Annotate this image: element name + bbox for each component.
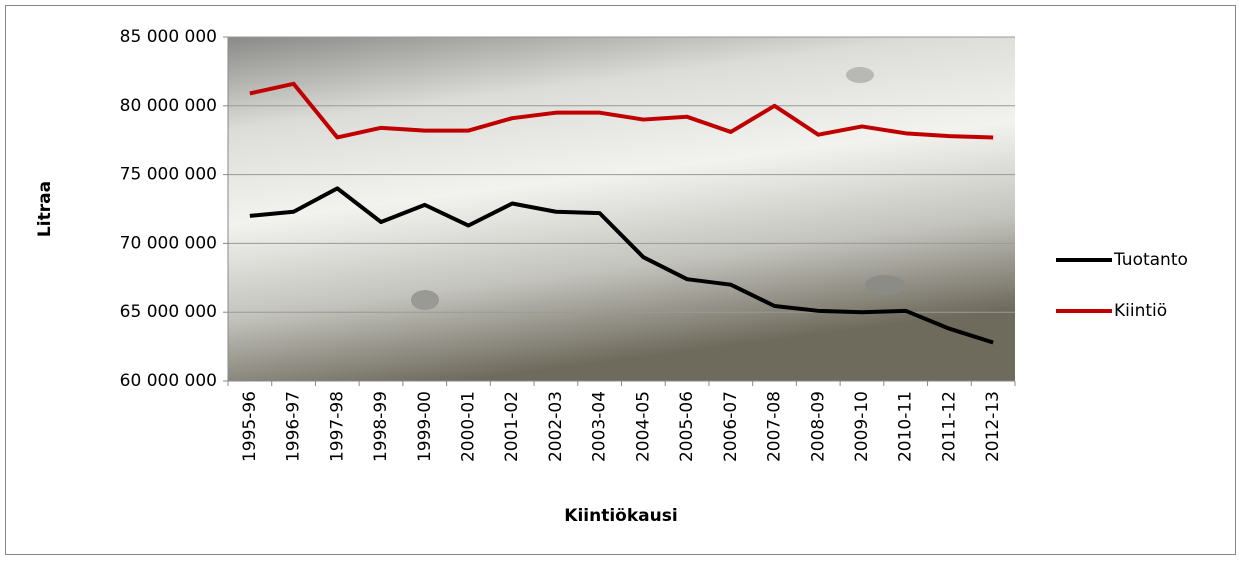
chart: Litraa Kiintiökausi 60 000 000 65 000 000… — [0, 0, 1241, 561]
x-tick-label: 2008-09 — [808, 391, 828, 462]
x-tick-label: 2004-05 — [633, 391, 653, 462]
y-tick-label: 60 000 000 — [120, 371, 217, 391]
legend-label: Kiintiö — [1114, 301, 1167, 321]
x-tick-label: 2010-11 — [896, 391, 916, 462]
x-axis-title: Kiintiökausi — [564, 506, 677, 526]
x-tick-label: 1999-00 — [415, 391, 435, 462]
x-tick-label: 2003-04 — [590, 391, 610, 462]
x-tick-label: 2006-07 — [721, 391, 741, 462]
x-tick-label: 1996-97 — [284, 391, 304, 462]
y-tick-label: 70 000 000 — [120, 233, 217, 253]
y-tick-label: 65 000 000 — [120, 302, 217, 322]
decoration — [411, 290, 439, 310]
x-tick-label: 2005-06 — [677, 391, 697, 462]
plot-background — [228, 37, 1015, 381]
legend-label: Tuotanto — [1113, 250, 1188, 270]
x-tick-label: 2001-02 — [502, 391, 522, 462]
x-tick-label: 1998-99 — [371, 391, 391, 462]
x-tick-label: 1995-96 — [240, 391, 260, 462]
y-tick-label: 85 000 000 — [120, 27, 217, 47]
x-tick-label: 2007-08 — [765, 391, 785, 462]
x-tick-label: 2011-12 — [939, 391, 959, 462]
decoration — [846, 67, 874, 83]
x-tick-label: 2002-03 — [546, 391, 566, 462]
y-axis-title: Litraa — [35, 181, 55, 237]
x-tick-label: 2000-01 — [458, 391, 478, 462]
x-tick-label: 2009-10 — [852, 391, 872, 462]
x-tick-label: 1997-98 — [327, 391, 347, 462]
y-tick-label: 75 000 000 — [120, 165, 217, 185]
x-tick-label: 2012-13 — [983, 391, 1003, 462]
y-tick-label: 80 000 000 — [120, 96, 217, 116]
decoration — [865, 275, 905, 295]
